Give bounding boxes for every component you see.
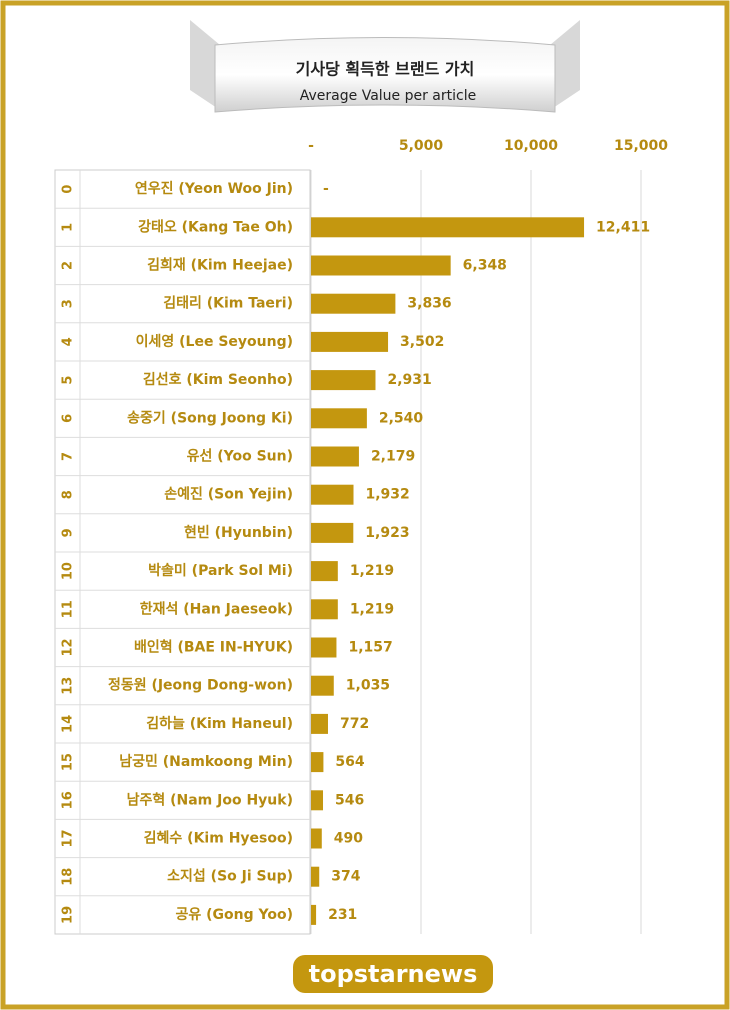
category-label: 김하늘 (Kim Haneul) — [146, 715, 293, 732]
category-label: 박솔미 (Park Sol Mi) — [148, 562, 293, 579]
bar — [311, 866, 320, 887]
value-label: 6,348 — [463, 258, 507, 274]
rank-label: 14 — [61, 715, 76, 733]
bar — [311, 790, 324, 811]
value-label: - — [323, 181, 329, 197]
title-banner — [214, 37, 556, 113]
bar — [311, 713, 328, 734]
bar — [311, 599, 338, 620]
bar — [311, 484, 354, 505]
rank-label: 5 — [61, 376, 76, 385]
category-label: 손예진 (Son Yejin) — [164, 486, 293, 503]
value-label: 1,035 — [346, 678, 390, 694]
bar — [311, 408, 367, 429]
category-label: 김희재 (Kim Heejae) — [147, 257, 293, 274]
rank-label: 17 — [61, 829, 76, 847]
category-label: 정동원 (Jeong Dong-won) — [108, 677, 293, 694]
value-label: 1,219 — [350, 563, 394, 579]
bar — [311, 904, 317, 925]
rank-label: 7 — [61, 452, 76, 461]
bar — [311, 522, 354, 543]
category-label: 송중기 (Song Joong Ki) — [127, 410, 293, 426]
x-tick-label: - — [308, 138, 314, 154]
category-label: 김태리 (Kim Taeri) — [163, 295, 293, 312]
rank-label: 0 — [61, 185, 76, 194]
chart-subtitle: Average Value per article — [300, 88, 476, 104]
value-label: 374 — [331, 869, 360, 885]
x-tick-label: 5,000 — [399, 138, 444, 154]
footer-badge — [293, 955, 493, 993]
bar — [311, 675, 334, 696]
rank-label: 10 — [61, 562, 76, 580]
bar — [311, 370, 376, 391]
value-label: 1,157 — [348, 640, 392, 656]
bar — [311, 331, 389, 352]
value-label: 1,932 — [366, 487, 410, 503]
value-label: 231 — [328, 907, 357, 923]
rank-label: 9 — [61, 528, 76, 537]
bar — [311, 561, 338, 582]
category-label: 남궁민 (Namkoong Min) — [119, 753, 293, 770]
rank-label: 18 — [61, 868, 76, 886]
rank-label: 15 — [61, 753, 76, 771]
ribbon-end — [190, 20, 220, 110]
category-label: 현빈 (Hyunbin) — [184, 525, 293, 541]
bar — [311, 217, 585, 238]
category-label: 남주혁 (Nam Joo Hyuk) — [127, 791, 293, 808]
category-label: 강태오 (Kang Tae Oh) — [138, 218, 293, 235]
value-label: 772 — [340, 716, 369, 732]
ribbon-end — [550, 20, 580, 110]
x-tick-label: 10,000 — [504, 138, 558, 154]
bar — [311, 637, 337, 658]
category-label: 배인혁 (BAE IN-HYUK) — [134, 639, 293, 656]
bar — [311, 828, 322, 849]
rank-label: 6 — [61, 414, 76, 423]
value-label: 2,179 — [371, 449, 415, 465]
category-label: 이세영 (Lee Seyoung) — [136, 333, 293, 350]
bar — [311, 446, 359, 467]
rank-label: 8 — [61, 490, 76, 499]
category-label: 유선 (Yoo Sun) — [187, 449, 293, 465]
rank-label: 19 — [61, 906, 76, 924]
x-tick-label: 15,000 — [614, 138, 668, 154]
rank-label: 12 — [61, 638, 76, 656]
category-label: 김선호 (Kim Seonho) — [143, 371, 293, 388]
bar — [311, 752, 324, 773]
value-label: 1,219 — [350, 601, 394, 617]
category-label: 한재석 (Han Jaeseok) — [140, 601, 293, 617]
rank-label: 1 — [61, 223, 76, 232]
rank-label: 16 — [61, 791, 76, 809]
chart-title: 기사당 획득한 브랜드 가치 — [296, 60, 475, 79]
bar — [311, 293, 396, 314]
category-label: 연우진 (Yeon Woo Jin) — [135, 180, 293, 197]
rank-label: 4 — [61, 337, 76, 346]
value-label: 3,502 — [400, 334, 444, 350]
category-label: 소지섭 (So Ji Sup) — [167, 869, 293, 885]
value-label: 2,540 — [379, 410, 424, 426]
footer-logo: topstarnews — [309, 960, 478, 988]
rank-label: 13 — [61, 677, 76, 695]
rank-label: 3 — [61, 299, 76, 308]
value-label: 564 — [335, 754, 364, 770]
bar — [311, 255, 451, 276]
value-label: 546 — [335, 792, 364, 808]
value-label: 2,931 — [387, 372, 431, 388]
category-label: 김혜수 (Kim Hyesoo) — [144, 830, 293, 847]
value-label: 490 — [334, 831, 363, 847]
category-label: 공유 (Gong Yoo) — [176, 907, 294, 923]
rank-label: 11 — [61, 600, 76, 618]
value-label: 3,836 — [407, 296, 451, 312]
value-label: 12,411 — [596, 219, 650, 235]
value-label: 1,923 — [365, 525, 409, 541]
rank-label: 2 — [61, 261, 76, 270]
